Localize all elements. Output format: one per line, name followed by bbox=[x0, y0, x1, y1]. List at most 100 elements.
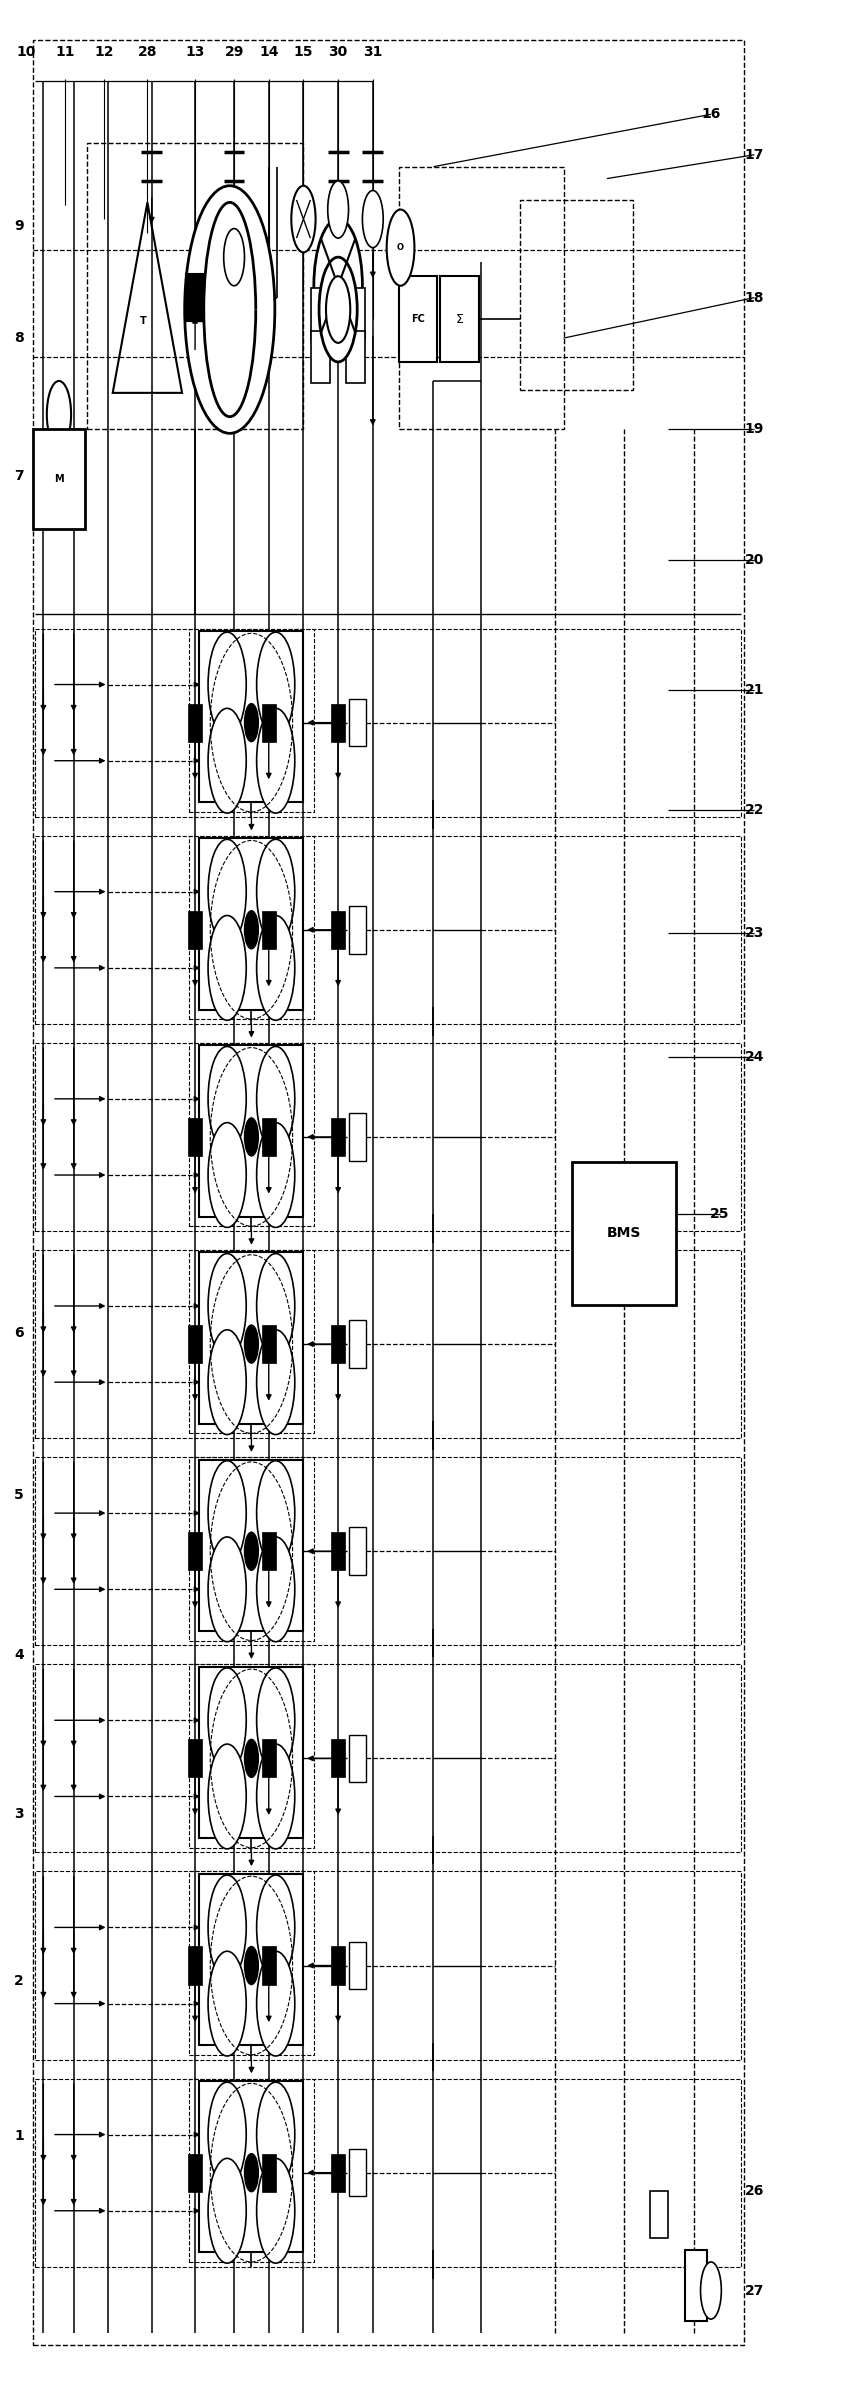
Bar bbox=[199, 838, 303, 1010]
Bar bbox=[191, 286, 201, 321]
Circle shape bbox=[208, 633, 246, 738]
Bar bbox=[199, 2081, 303, 2252]
Bar bbox=[331, 1738, 345, 1776]
Text: 13: 13 bbox=[186, 45, 205, 60]
Circle shape bbox=[208, 2157, 246, 2262]
Bar bbox=[189, 1664, 314, 1848]
Bar bbox=[349, 907, 366, 955]
Text: 3: 3 bbox=[14, 1807, 24, 1821]
Circle shape bbox=[257, 1667, 295, 1771]
Circle shape bbox=[208, 710, 246, 814]
Bar bbox=[188, 1533, 202, 1571]
Bar bbox=[311, 288, 330, 340]
Text: 25: 25 bbox=[710, 1207, 729, 1221]
Text: 24: 24 bbox=[745, 1050, 764, 1064]
Bar bbox=[189, 1871, 314, 2055]
Circle shape bbox=[244, 705, 258, 743]
Text: 19: 19 bbox=[745, 421, 764, 436]
Circle shape bbox=[208, 1121, 246, 1229]
Circle shape bbox=[257, 1329, 295, 1433]
Circle shape bbox=[362, 190, 383, 248]
Bar bbox=[262, 705, 276, 743]
Text: 28: 28 bbox=[138, 45, 157, 60]
Bar bbox=[349, 1529, 366, 1576]
Circle shape bbox=[291, 186, 316, 252]
Bar bbox=[199, 1045, 303, 1217]
Circle shape bbox=[314, 219, 362, 352]
Bar bbox=[188, 705, 202, 743]
Text: 17: 17 bbox=[745, 148, 764, 162]
Circle shape bbox=[257, 1045, 295, 1152]
Bar bbox=[199, 631, 303, 802]
Text: T: T bbox=[140, 317, 147, 326]
Bar bbox=[349, 1114, 366, 1162]
Circle shape bbox=[257, 710, 295, 814]
Bar bbox=[331, 1948, 345, 1986]
Bar bbox=[572, 1162, 676, 1305]
Text: 7: 7 bbox=[14, 469, 24, 483]
Text: 4: 4 bbox=[14, 1648, 24, 1662]
Bar bbox=[87, 143, 303, 429]
Text: 12: 12 bbox=[95, 45, 114, 60]
Bar bbox=[311, 331, 330, 383]
Circle shape bbox=[244, 2152, 258, 2191]
Bar bbox=[188, 1738, 202, 1776]
Circle shape bbox=[326, 276, 350, 343]
Bar bbox=[262, 1117, 276, 1155]
Text: 23: 23 bbox=[745, 926, 764, 940]
Bar bbox=[199, 1874, 303, 2045]
Text: 21: 21 bbox=[745, 683, 764, 698]
Circle shape bbox=[208, 1462, 246, 1567]
Bar bbox=[189, 1250, 314, 1433]
Bar bbox=[331, 1533, 345, 1571]
Circle shape bbox=[244, 1738, 258, 1776]
Text: 20: 20 bbox=[745, 552, 764, 567]
Text: 15: 15 bbox=[294, 45, 313, 60]
Circle shape bbox=[244, 1324, 258, 1362]
Circle shape bbox=[244, 1948, 258, 1986]
Bar bbox=[199, 1667, 303, 1838]
Bar bbox=[349, 1319, 366, 1367]
Circle shape bbox=[208, 1743, 246, 1848]
Circle shape bbox=[208, 917, 246, 1021]
Bar bbox=[35, 1250, 741, 1438]
Bar bbox=[189, 836, 314, 1019]
Circle shape bbox=[47, 381, 71, 448]
Bar bbox=[349, 700, 366, 748]
Text: 16: 16 bbox=[701, 107, 720, 121]
Bar bbox=[262, 2152, 276, 2191]
Circle shape bbox=[257, 838, 295, 945]
Text: Σ: Σ bbox=[455, 312, 464, 326]
Bar bbox=[188, 1324, 202, 1362]
Circle shape bbox=[257, 1876, 295, 1981]
Bar bbox=[199, 1460, 303, 1631]
Text: 6: 6 bbox=[14, 1326, 24, 1341]
Circle shape bbox=[208, 1952, 246, 2057]
Bar bbox=[35, 629, 741, 817]
Bar bbox=[349, 2148, 366, 2195]
Circle shape bbox=[208, 1667, 246, 1771]
Circle shape bbox=[244, 910, 258, 948]
Bar bbox=[33, 40, 744, 2345]
Bar bbox=[189, 629, 314, 812]
Text: 10: 10 bbox=[16, 45, 36, 60]
Text: 30: 30 bbox=[329, 45, 348, 60]
Bar bbox=[262, 1533, 276, 1571]
Text: 29: 29 bbox=[225, 45, 244, 60]
Text: 18: 18 bbox=[745, 290, 764, 305]
Text: 14: 14 bbox=[259, 45, 278, 60]
Bar bbox=[33, 429, 85, 529]
Circle shape bbox=[244, 1117, 258, 1155]
Circle shape bbox=[319, 257, 357, 362]
Text: M: M bbox=[54, 474, 64, 483]
Text: O: O bbox=[397, 243, 404, 252]
Bar bbox=[262, 1738, 276, 1776]
Circle shape bbox=[257, 2081, 295, 2186]
Bar bbox=[685, 2250, 707, 2321]
Text: FC: FC bbox=[411, 314, 425, 324]
Text: 27: 27 bbox=[745, 2283, 764, 2298]
Bar bbox=[520, 200, 633, 390]
Circle shape bbox=[244, 1533, 258, 1571]
Circle shape bbox=[387, 210, 414, 286]
Circle shape bbox=[208, 838, 246, 945]
